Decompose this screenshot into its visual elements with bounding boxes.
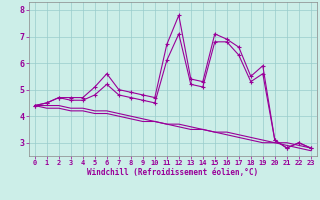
X-axis label: Windchill (Refroidissement éolien,°C): Windchill (Refroidissement éolien,°C) — [87, 168, 258, 177]
